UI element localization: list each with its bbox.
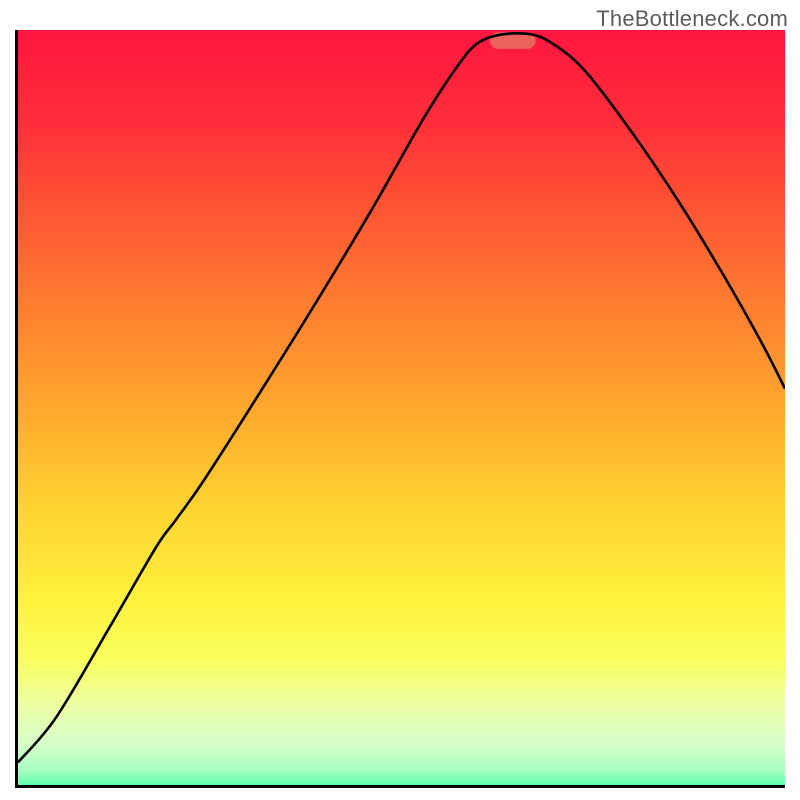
chart-frame: TheBottleneck.com	[0, 0, 800, 800]
watermark-text: TheBottleneck.com	[596, 6, 788, 32]
plot-area	[15, 30, 785, 788]
bottleneck-curve	[18, 30, 785, 785]
